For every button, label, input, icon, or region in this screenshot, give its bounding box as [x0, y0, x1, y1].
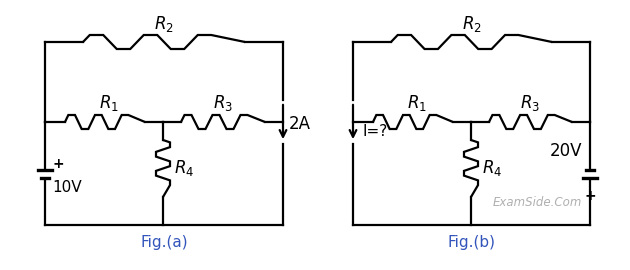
Text: $R_3$: $R_3$ [520, 93, 541, 113]
Text: $R_3$: $R_3$ [213, 93, 233, 113]
Text: +: + [52, 157, 64, 170]
Text: Fig.(b): Fig.(b) [447, 235, 496, 251]
Text: $R_4$: $R_4$ [174, 158, 194, 178]
Text: I=?: I=? [362, 124, 387, 140]
Text: $R_4$: $R_4$ [482, 158, 502, 178]
Text: 10V: 10V [52, 180, 82, 195]
Text: 20V: 20V [549, 143, 582, 160]
Text: 2A: 2A [289, 115, 311, 133]
Text: ExamSide.Com: ExamSide.Com [493, 197, 582, 210]
Text: $R_1$: $R_1$ [99, 93, 119, 113]
Text: Fig.(a): Fig.(a) [140, 235, 188, 251]
Text: +: + [584, 190, 596, 204]
Text: $R_1$: $R_1$ [407, 93, 427, 113]
Text: $R_2$: $R_2$ [462, 14, 481, 34]
Text: $R_2$: $R_2$ [154, 14, 174, 34]
